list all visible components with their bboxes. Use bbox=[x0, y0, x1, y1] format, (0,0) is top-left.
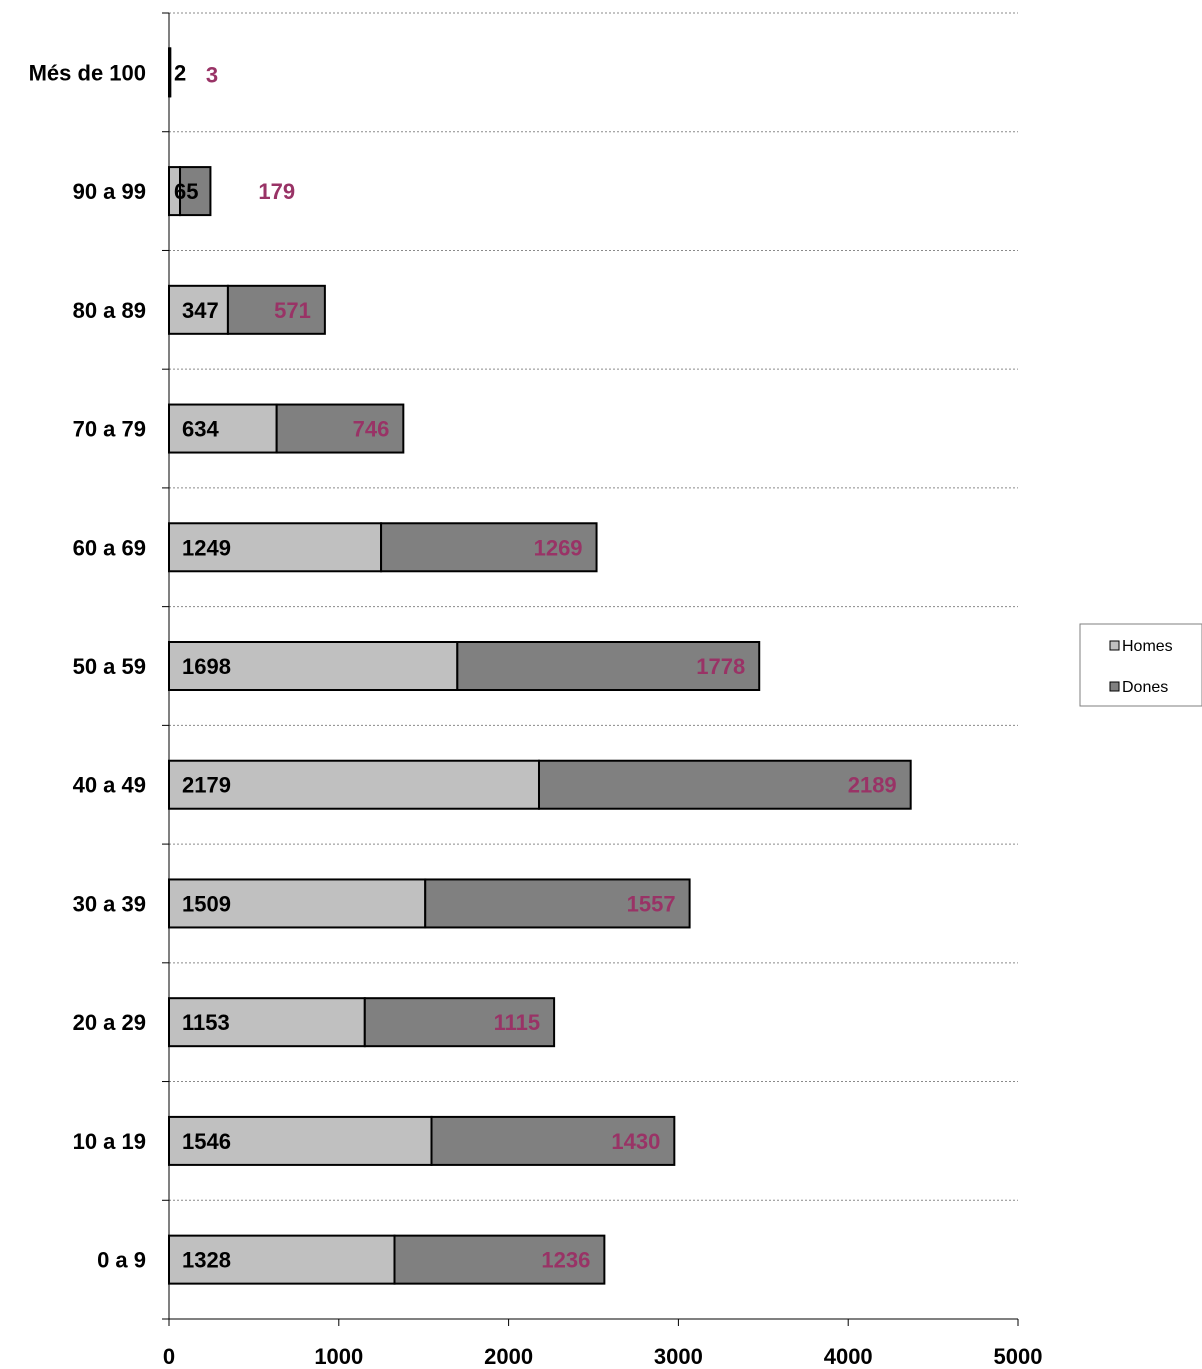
data-label-homes: 2 bbox=[174, 60, 186, 85]
legend-label-homes: Homes bbox=[1122, 638, 1173, 655]
bar-dones bbox=[275, 403, 405, 454]
category-label: 80 a 89 bbox=[73, 298, 146, 323]
legend-swatch-homes bbox=[1109, 640, 1120, 651]
data-label-dones: 1557 bbox=[627, 891, 676, 916]
data-label-homes: 347 bbox=[182, 298, 219, 323]
x-tick-label: 5000 bbox=[994, 1344, 1043, 1369]
bar-dones bbox=[363, 997, 556, 1048]
data-label-homes: 65 bbox=[174, 179, 198, 204]
bar-dones bbox=[456, 641, 761, 691]
x-tick-label: 1000 bbox=[314, 1344, 363, 1369]
data-label-homes: 2179 bbox=[182, 773, 231, 798]
data-label-dones: 2189 bbox=[848, 773, 897, 798]
category-label: 40 a 49 bbox=[73, 773, 146, 798]
bar-homes bbox=[168, 641, 459, 691]
data-label-dones: 571 bbox=[274, 298, 311, 323]
legend-label-dones: Dones bbox=[1122, 679, 1168, 696]
data-label-homes: 1249 bbox=[182, 535, 231, 560]
bar-dones bbox=[226, 284, 326, 335]
labels: 0 1000 2000 3000 4000 5000 0 a 9 1328 1236 10 a 1… bbox=[29, 60, 1043, 1369]
bar-dones bbox=[424, 878, 691, 929]
data-label-homes: 1328 bbox=[182, 1248, 231, 1273]
data-label-dones: 179 bbox=[258, 179, 295, 204]
bar-dones bbox=[537, 759, 912, 810]
x-tick-label: 4000 bbox=[824, 1344, 873, 1369]
data-label-homes: 1509 bbox=[182, 891, 231, 916]
category-label: 0 a 9 bbox=[97, 1248, 146, 1273]
category-label: 70 a 79 bbox=[73, 417, 146, 442]
axes bbox=[162, 12, 1019, 1326]
category-label: 50 a 59 bbox=[73, 654, 146, 679]
data-label-dones: 1269 bbox=[534, 535, 583, 560]
data-label-homes: 1698 bbox=[182, 654, 231, 679]
data-label-homes: 634 bbox=[182, 417, 219, 442]
category-label: 30 a 39 bbox=[73, 891, 146, 916]
data-label-dones: 746 bbox=[353, 417, 390, 442]
bar-dones bbox=[380, 522, 598, 573]
bar-dones bbox=[179, 166, 212, 217]
category-label: 90 a 99 bbox=[73, 179, 146, 204]
category-label: 10 a 19 bbox=[73, 1129, 146, 1154]
data-label-dones: 1236 bbox=[541, 1248, 590, 1273]
bar-homes bbox=[168, 1115, 433, 1166]
category-label: 60 a 69 bbox=[73, 535, 146, 560]
bars bbox=[168, 47, 912, 1285]
x-tick-label: 3000 bbox=[654, 1344, 703, 1369]
legend: Homes Dones bbox=[1079, 623, 1202, 707]
bar-dones bbox=[393, 1234, 606, 1285]
legend-swatch-dones bbox=[1109, 681, 1120, 692]
category-label: 20 a 29 bbox=[73, 1010, 146, 1035]
bar-homes bbox=[168, 284, 229, 335]
data-label-homes: 1546 bbox=[182, 1129, 231, 1154]
legend-box bbox=[1079, 623, 1202, 707]
x-tick-label: 0 bbox=[163, 1344, 175, 1369]
gridlines bbox=[169, 12, 1018, 1201]
data-label-dones: 3 bbox=[206, 62, 218, 87]
data-label-homes: 1153 bbox=[182, 1010, 230, 1035]
bar-homes bbox=[168, 1234, 396, 1285]
data-label-dones: 1115 bbox=[494, 1010, 541, 1035]
bar-dones bbox=[430, 1115, 676, 1166]
data-label-dones: 1778 bbox=[696, 654, 745, 679]
category-label: Més de 100 bbox=[29, 60, 146, 85]
x-tick-label: 2000 bbox=[484, 1344, 533, 1369]
bar-homes bbox=[168, 997, 366, 1048]
data-label-dones: 1430 bbox=[611, 1129, 660, 1154]
bar-homes bbox=[168, 522, 383, 573]
